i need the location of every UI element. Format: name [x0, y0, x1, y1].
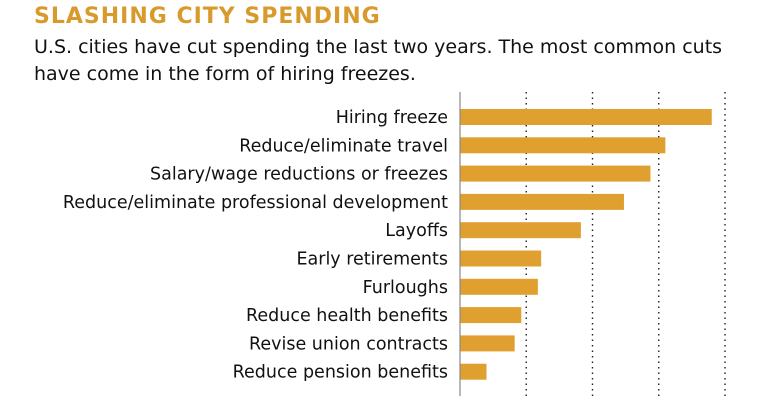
bar [460, 193, 624, 210]
category-label: Salary/wage reductions or freezes [150, 165, 448, 185]
category-label: Layoffs [385, 221, 448, 241]
bar [460, 363, 487, 380]
category-label: Early retirements [296, 250, 448, 270]
category-label: Reduce/eliminate travel [239, 136, 448, 156]
category-label: Reduce pension benefits [233, 363, 448, 383]
bar [460, 222, 581, 239]
bar [460, 335, 515, 352]
category-label: Revise union contracts [249, 334, 448, 354]
category-label: Reduce/eliminate professional developmen… [63, 193, 448, 213]
category-label: Furloughs [363, 278, 448, 298]
bar [460, 307, 522, 324]
chart-subtitle: U.S. cities have cut spending the last t… [34, 36, 723, 85]
chart-title: SLASHING CITY SPENDING [34, 4, 381, 29]
category-label: Reduce health benefits [246, 306, 448, 326]
bar [460, 137, 666, 154]
bar [460, 165, 651, 182]
category-label: Hiring freeze [336, 108, 448, 128]
bar [460, 109, 712, 125]
bar [460, 250, 542, 267]
bar [460, 278, 538, 295]
